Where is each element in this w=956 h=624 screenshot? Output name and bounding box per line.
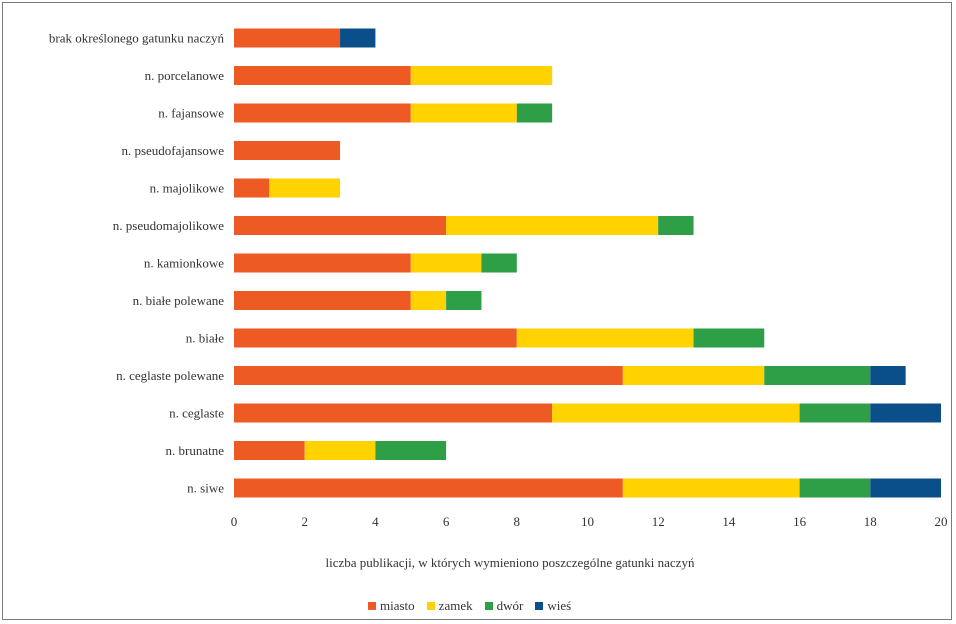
bar-segment-zamek bbox=[410, 66, 553, 85]
bar-segment-zamek bbox=[410, 291, 447, 310]
x-tick-label: 16 bbox=[793, 514, 807, 529]
category-label: n. białe bbox=[186, 331, 224, 346]
x-tick-label: 20 bbox=[935, 514, 948, 529]
bar-segment-dwór bbox=[799, 403, 871, 423]
bar-segment-miasto bbox=[234, 216, 447, 235]
category-label: n. fajansowe bbox=[158, 106, 224, 121]
bar-segment-zamek bbox=[410, 103, 517, 123]
bar-segment-miasto bbox=[234, 478, 623, 498]
bar-segment-dwór bbox=[658, 216, 694, 235]
legend-item-zamek: zamek bbox=[426, 598, 473, 614]
category-label: n. pseudomajolikowe bbox=[113, 218, 224, 233]
legend-swatch bbox=[368, 602, 376, 610]
legend-label: miasto bbox=[380, 598, 415, 613]
bar-segment-miasto bbox=[234, 28, 341, 48]
bar-segment-miasto bbox=[234, 141, 341, 160]
bars bbox=[234, 28, 941, 498]
bar-segment-wieś bbox=[870, 366, 906, 385]
x-tick-label: 10 bbox=[581, 514, 594, 529]
legend-item-wieś: wieś bbox=[535, 598, 571, 614]
category-label: brak określonego gatunku naczyń bbox=[49, 31, 225, 46]
bar-segment-miasto bbox=[234, 103, 411, 123]
bar-segment-miasto bbox=[234, 403, 553, 423]
category-label: n. ceglaste polewane bbox=[116, 368, 224, 383]
category-label: n. pseudofajansowe bbox=[121, 143, 224, 158]
bar-segment-miasto bbox=[234, 366, 623, 385]
category-label: n. porcelanowe bbox=[145, 68, 225, 83]
category-label: n. majolikowe bbox=[150, 181, 225, 196]
bar-segment-wieś bbox=[870, 478, 941, 498]
bar-segment-zamek bbox=[552, 403, 800, 423]
bar-segment-dwór bbox=[516, 103, 553, 123]
category-label: n. białe polewane bbox=[133, 293, 225, 308]
bar-segment-zamek bbox=[622, 366, 765, 385]
category-label: n. siwe bbox=[187, 481, 224, 496]
bar-segment-wieś bbox=[870, 403, 941, 423]
category-label: n. kamionkowe bbox=[144, 256, 224, 271]
x-tick-label: 6 bbox=[443, 514, 450, 529]
category-labels: brak określonego gatunku naczyń n. porcel… bbox=[49, 31, 225, 496]
bar-segment-zamek bbox=[446, 216, 659, 235]
bar-segment-dwór bbox=[375, 441, 447, 460]
legend-swatch bbox=[426, 602, 435, 610]
x-tick-label: 2 bbox=[301, 514, 308, 529]
x-tick-label: 8 bbox=[514, 514, 521, 529]
x-tick-label: 14 bbox=[722, 514, 736, 529]
bar-segment-zamek bbox=[269, 178, 341, 198]
category-label: n. brunatne bbox=[166, 443, 225, 458]
category-label: n. ceglaste bbox=[169, 406, 224, 421]
bar-segment-miasto bbox=[234, 328, 517, 348]
x-tick-label: 4 bbox=[372, 514, 379, 529]
legend: miasto zamek dwór wieś bbox=[368, 597, 571, 615]
legend-swatch bbox=[535, 602, 544, 610]
legend-swatch bbox=[484, 602, 493, 610]
bar-segment-zamek bbox=[622, 478, 800, 498]
bar-segment-dwór bbox=[693, 328, 765, 348]
legend-label: dwór bbox=[496, 598, 524, 613]
legend-label: wieś bbox=[547, 598, 572, 613]
x-axis-title: liczba publikacji, w których wymieniono … bbox=[326, 555, 695, 570]
bar-segment-wieś bbox=[340, 28, 376, 48]
x-tick-label: 12 bbox=[652, 514, 665, 529]
bar-segment-zamek bbox=[304, 441, 376, 460]
bar-segment-miasto bbox=[234, 253, 411, 273]
bar-segment-dwór bbox=[481, 253, 517, 273]
bar-segment-miasto bbox=[234, 178, 270, 198]
bar-segment-dwór bbox=[799, 478, 871, 498]
legend-item-dwór: dwór bbox=[484, 598, 524, 614]
x-tick-label: 0 bbox=[231, 514, 238, 529]
x-tick-label: 18 bbox=[864, 514, 877, 529]
bar-segment-dwór bbox=[764, 366, 871, 385]
bar-segment-zamek bbox=[410, 253, 482, 273]
bar-segment-miasto bbox=[234, 66, 411, 85]
legend-label: zamek bbox=[438, 598, 473, 613]
bar-segment-zamek bbox=[516, 328, 694, 348]
legend-item-miasto: miasto bbox=[368, 598, 415, 614]
x-axis-ticks: 0 2 4 6 8 10 12 14 16 18 20 bbox=[231, 514, 948, 529]
bar-segment-dwór bbox=[446, 291, 482, 310]
bar-segment-miasto bbox=[234, 441, 305, 460]
bar-segment-miasto bbox=[234, 291, 411, 310]
